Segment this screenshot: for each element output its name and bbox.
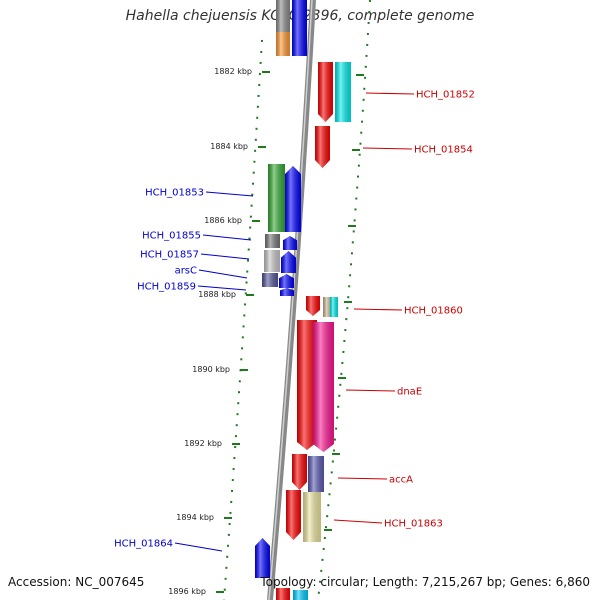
forward-gene-label[interactable]: HCH_01854 [414, 145, 473, 156]
scale-tick-label: 1886 kbp [204, 216, 242, 225]
reverse-gene-label[interactable]: arsC [175, 266, 197, 277]
gene-feature-hch01864[interactable] [255, 538, 270, 578]
gene-feature-hch01852[interactable] [318, 62, 333, 122]
reverse-gene-label[interactable]: HCH_01857 [140, 250, 199, 261]
gene-feature-bottom-red[interactable] [276, 588, 290, 600]
gene-feature-top-blue[interactable] [292, 0, 307, 56]
leader-line [202, 234, 252, 241]
reverse-gene-label[interactable]: HCH_01855 [142, 231, 201, 242]
leader-line [197, 285, 247, 291]
leader-line [365, 92, 415, 95]
leader-line [205, 191, 254, 197]
forward-gene-label[interactable]: HCH_01860 [404, 306, 463, 317]
gene-feature-bottom-cyan[interactable] [293, 590, 308, 600]
reverse-gene-label[interactable]: HCH_01853 [145, 188, 204, 199]
gene-feature-hch01860[interactable] [306, 296, 320, 316]
scale-tick-label: 1894 kbp [176, 513, 214, 522]
gene-feature-blue-large[interactable] [285, 166, 301, 232]
leader-line [353, 308, 403, 311]
gene-labels: HCH_01852 HCH_01854 HCH_01860 dnaE accA HCH_0… [114, 90, 475, 550]
gene-feature-hch01853[interactable] [268, 164, 285, 232]
genome-backbone-highlight [268, 0, 313, 600]
gene-feature-hch01859[interactable] [280, 288, 294, 296]
leader-line [200, 253, 250, 260]
scale-tick-label: 1890 kbp [192, 365, 230, 374]
forward-gene-label[interactable]: accA [389, 475, 413, 486]
label-leader-lines [174, 92, 415, 552]
forward-gene-label[interactable]: HCH_01863 [384, 519, 443, 530]
gene-feature-hch01855[interactable] [265, 234, 280, 248]
gene-feature-hch01863[interactable] [303, 492, 321, 542]
gene-feature-hch01857[interactable] [264, 250, 280, 272]
gene-feature-hch01854[interactable] [315, 126, 330, 168]
gene-feature-red-mid[interactable] [292, 454, 307, 490]
gene-features [255, 0, 351, 600]
scale-tick-label: 1882 kbp [214, 67, 252, 76]
outer-right-dotted-arc [317, 0, 371, 600]
forward-gene-label[interactable]: HCH_01852 [416, 90, 475, 101]
gene-feature-cyan[interactable] [335, 62, 351, 122]
outer-left-dotted-arc [223, 39, 263, 600]
gene-feature-top-grey[interactable] [276, 0, 290, 32]
gene-feature-arsc-blue[interactable] [279, 274, 294, 288]
gene-feature-dnae-red[interactable] [297, 320, 317, 450]
scale-tick-label: 1896 kbp [168, 587, 206, 596]
gene-feature-red-low[interactable] [286, 490, 301, 540]
leader-line [174, 542, 223, 552]
scale-tick-label: 1884 kbp [210, 142, 248, 151]
scale-tick-label: 1888 kbp [198, 290, 236, 299]
leader-line [362, 147, 413, 150]
gene-feature-cyan-small[interactable] [330, 297, 338, 317]
reverse-gene-label[interactable]: HCH_01859 [137, 282, 196, 293]
accession-text: Accession: NC_007645 [8, 575, 145, 589]
gene-feature-acca[interactable] [308, 456, 324, 492]
gene-feature-hch01855-blue[interactable] [283, 236, 297, 250]
reverse-gene-label[interactable]: HCH_01864 [114, 539, 173, 550]
genome-backbone [267, 0, 316, 600]
leader-line [198, 269, 248, 279]
scale-ticks: 1882 kbp 1884 kbp 1886 kbp 1888 kbp 1890 kbp… [168, 67, 364, 596]
scale-tick-label: 1892 kbp [184, 439, 222, 448]
leader-line [345, 389, 396, 392]
gene-feature-hch01857-blue[interactable] [281, 251, 296, 273]
leader-line [333, 519, 383, 524]
gene-feature-arsc[interactable] [262, 273, 278, 287]
leader-line [337, 477, 388, 480]
gene-feature-dnae[interactable] [313, 322, 334, 452]
gene-feature-top-orange[interactable] [276, 32, 290, 56]
genome-summary-text: Topology: circular; Length: 7,215,267 bp… [260, 575, 590, 589]
forward-gene-label[interactable]: dnaE [397, 387, 422, 398]
